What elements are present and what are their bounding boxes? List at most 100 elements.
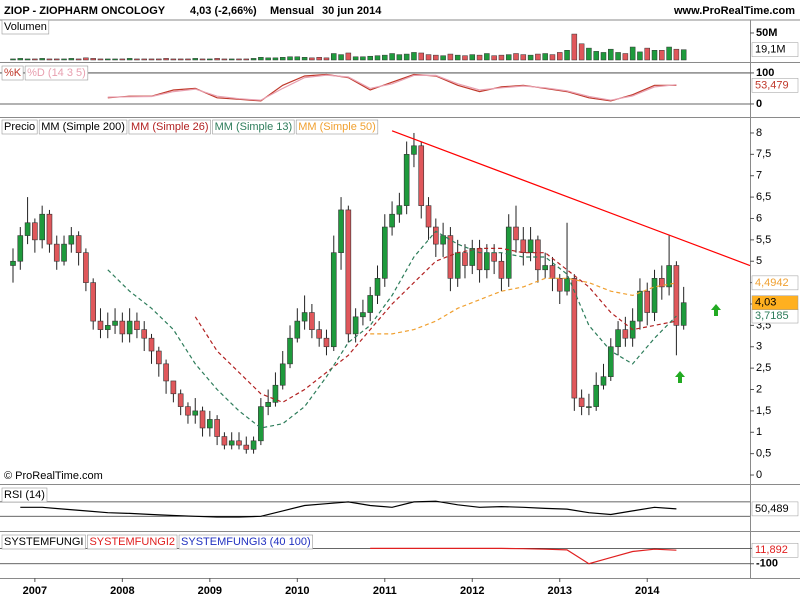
volume-bar	[170, 58, 177, 61]
volume-bar	[374, 55, 381, 61]
candle-body	[469, 248, 476, 266]
legend-entry: SYSTEMFUNGI	[4, 536, 83, 548]
moving-average	[107, 230, 677, 429]
legend-entry: SYSTEMFUNGI2	[89, 536, 175, 548]
volume-bar	[250, 58, 257, 61]
legend-box	[212, 119, 295, 135]
y-tick-label: 0	[756, 469, 762, 481]
legend-box	[1, 65, 24, 81]
trendline	[391, 130, 751, 267]
volume-bar	[447, 53, 454, 61]
candle-body	[90, 282, 96, 322]
x-tick-label: 2010	[285, 585, 309, 597]
volume-bar	[75, 58, 82, 61]
candle-body	[454, 252, 461, 279]
volume-bar	[24, 58, 31, 61]
volume-bar	[309, 57, 315, 61]
candle-body	[440, 235, 446, 245]
candle-body	[39, 213, 45, 241]
volume-bar	[396, 54, 403, 61]
symbol: ZIOP - ZIOPHARM ONCOLOGY	[4, 5, 166, 17]
candle-body	[112, 320, 118, 326]
candle-body	[367, 295, 374, 313]
y-tick-label: 2	[756, 383, 762, 395]
last-value-label: 4,4942	[755, 277, 789, 289]
candle-body	[24, 222, 31, 236]
candle-body	[316, 329, 322, 339]
arrows	[675, 304, 721, 383]
volume-bar	[651, 50, 658, 61]
candle-body	[10, 260, 16, 266]
candle-body	[148, 337, 155, 352]
x-tick-label: 2014	[635, 585, 660, 597]
legend-entry: MM (Simple 200)	[41, 121, 125, 133]
candle-body	[549, 265, 556, 279]
last-value: 4,03	[751, 295, 799, 310]
volume-bar	[571, 33, 578, 61]
y-tick-label: 6,5	[756, 191, 771, 203]
x-tick-label: 2007	[23, 585, 47, 597]
candle-body	[651, 278, 658, 313]
y-tick-label: 1	[756, 426, 762, 438]
volume-bar	[258, 57, 264, 61]
last-value-box	[751, 275, 799, 291]
last-value: 4,4942	[751, 275, 799, 291]
volume-bar	[39, 58, 45, 61]
candle-body	[141, 329, 148, 339]
legend-entry: MM (Simple 50)	[298, 121, 376, 133]
volume-bar	[345, 52, 352, 61]
volume-bar	[83, 57, 89, 61]
legend-box	[87, 534, 178, 550]
candle-body	[513, 226, 519, 241]
candle-body	[396, 205, 403, 215]
volume-bar	[418, 52, 424, 61]
volume-bar	[433, 54, 439, 61]
candle-body	[287, 337, 293, 365]
volume-bar	[199, 58, 206, 61]
candle-body	[447, 235, 454, 279]
volume-bar	[659, 50, 665, 61]
last-value: 53,479	[751, 78, 799, 93]
volume-bar	[622, 53, 629, 61]
indicator-line	[20, 500, 677, 518]
volume-bar	[586, 47, 592, 61]
candle-body	[258, 406, 264, 442]
volume-bar	[484, 53, 490, 61]
candle-body	[476, 248, 483, 271]
candle-body	[294, 320, 301, 339]
candle-body	[666, 265, 672, 288]
candle-body	[104, 325, 111, 330]
candle-body	[126, 320, 133, 335]
y-tick-label: 7	[756, 170, 762, 182]
candle-body	[250, 440, 257, 450]
volume-bar	[462, 55, 468, 61]
candle-body	[228, 440, 235, 446]
candle-body	[418, 145, 425, 206]
candle-body	[156, 350, 162, 365]
copyright: © ProRealTime.com	[4, 470, 103, 482]
legend-entry: Precio	[4, 121, 35, 133]
volume-bar	[666, 46, 672, 61]
volume-bar	[243, 58, 250, 61]
last-value: 19,1M	[751, 42, 799, 57]
volume-bar	[141, 58, 147, 61]
candle-body	[46, 213, 53, 245]
x-tick-label: 2011	[373, 585, 397, 597]
candle-body	[484, 252, 490, 271]
indicator-line	[107, 74, 677, 101]
volume-bar	[53, 58, 60, 61]
last-value-label: 11,892	[755, 544, 788, 556]
volume-bar	[564, 50, 570, 61]
volume-bar	[287, 56, 293, 61]
candle-body	[97, 320, 104, 330]
candle-body	[323, 337, 330, 348]
period: Mensual	[270, 5, 314, 17]
up-arrow	[675, 371, 685, 383]
volume-bar	[323, 57, 330, 61]
last-value-label: 53,479	[755, 79, 789, 91]
volume-bar	[316, 57, 322, 61]
candle-body	[345, 209, 352, 335]
volume-bar	[425, 54, 432, 61]
legend-box	[295, 119, 379, 135]
